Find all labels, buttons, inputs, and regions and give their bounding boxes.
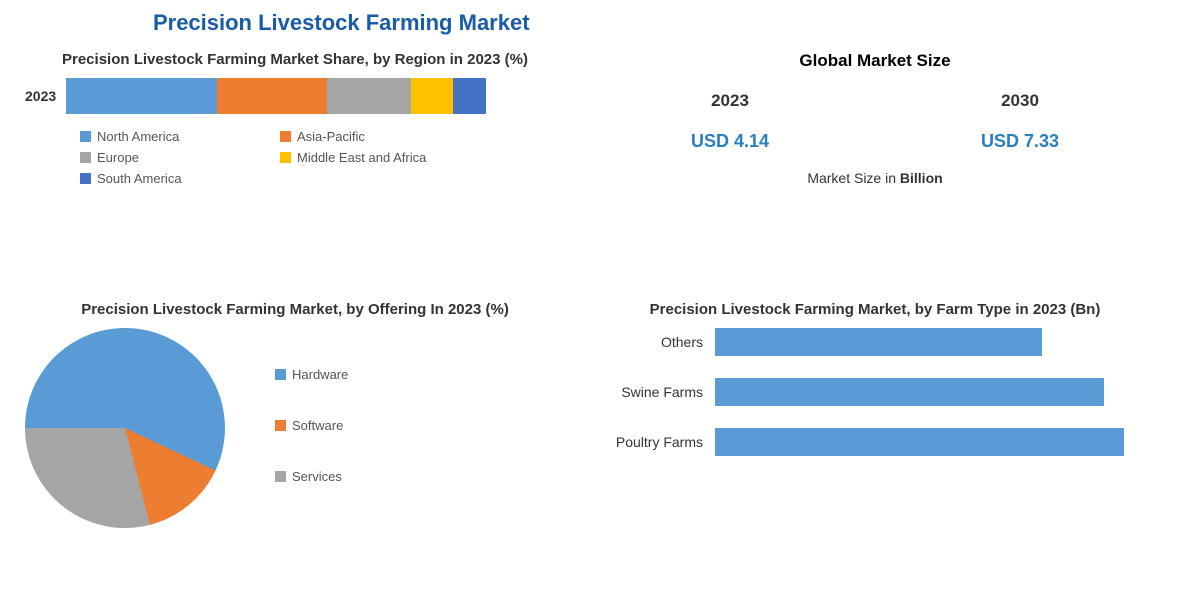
farm-bar-row-0: Others	[595, 328, 1165, 356]
pie-legend: Hardware Software Services	[275, 367, 348, 490]
market-size-years-row: 2023 USD 4.14 2030 USD 7.33	[585, 91, 1165, 152]
market-size-value-1: USD 7.33	[981, 131, 1059, 152]
offering-legend-item-0: Hardware	[275, 367, 348, 382]
farm-bar-row-2: Poultry Farms	[595, 428, 1165, 456]
legend-label: Hardware	[292, 367, 348, 382]
market-size-panel: Global Market Size 2023 USD 4.14 2030 US…	[585, 51, 1165, 281]
offering-chart-title: Precision Livestock Farming Market, by O…	[25, 301, 565, 318]
farm-chart-title: Precision Livestock Farming Market, by F…	[585, 301, 1165, 318]
region-segment-2	[327, 78, 411, 114]
page-title: Precision Livestock Farming Market	[25, 10, 658, 36]
farm-bar	[715, 428, 1124, 456]
farm-bar-label: Others	[595, 334, 715, 350]
region-year-label: 2023	[25, 88, 56, 104]
legend-swatch	[275, 471, 286, 482]
market-size-col-1: 2030 USD 7.33	[981, 91, 1059, 152]
legend-label: South America	[97, 171, 182, 186]
region-legend-item-1: Asia-Pacific	[280, 129, 480, 144]
region-legend: North America Asia-Pacific Europe Middle Ea…	[25, 129, 565, 192]
market-size-col-0: 2023 USD 4.14	[691, 91, 769, 152]
region-segment-3	[411, 78, 453, 114]
legend-label: Services	[292, 469, 342, 484]
market-size-unit: Market Size in Billion	[585, 170, 1165, 186]
legend-swatch	[275, 369, 286, 380]
offering-legend-item-2: Services	[275, 469, 348, 484]
legend-swatch	[280, 152, 291, 163]
farm-bar-label: Poultry Farms	[595, 434, 715, 450]
region-segment-1	[217, 78, 326, 114]
offering-legend-item-1: Software	[275, 418, 348, 433]
farm-bar-label: Swine Farms	[595, 384, 715, 400]
legend-swatch	[80, 152, 91, 163]
region-segment-0	[66, 78, 217, 114]
legend-label: North America	[97, 129, 179, 144]
stacked-bar	[66, 78, 486, 114]
farm-bar	[715, 378, 1104, 406]
legend-label: Middle East and Africa	[297, 150, 426, 165]
market-size-year-0: 2023	[691, 91, 769, 111]
market-size-unit-prefix: Market Size in	[807, 170, 900, 186]
offering-chart: Precision Livestock Farming Market, by O…	[25, 301, 565, 581]
region-legend-item-3: Middle East and Africa	[280, 150, 480, 165]
market-size-unit-bold: Billion	[900, 170, 943, 186]
region-legend-item-4: South America	[80, 171, 280, 186]
market-size-value-0: USD 4.14	[691, 131, 769, 152]
pie-chart	[25, 328, 225, 528]
region-legend-item-2: Europe	[80, 150, 280, 165]
farm-type-chart: Precision Livestock Farming Market, by F…	[585, 301, 1165, 581]
region-segment-4	[453, 78, 487, 114]
farm-bar-rail	[715, 328, 1165, 356]
region-share-chart: Precision Livestock Farming Market Share…	[25, 51, 565, 281]
pie-area: Hardware Software Services	[25, 328, 565, 528]
legend-swatch	[275, 420, 286, 431]
farm-bar	[715, 328, 1042, 356]
legend-label: Asia-Pacific	[297, 129, 365, 144]
chart-grid: Precision Livestock Farming Market Share…	[25, 51, 1175, 581]
legend-label: Software	[292, 418, 343, 433]
farm-bar-row-1: Swine Farms	[595, 378, 1165, 406]
farm-bar-rail	[715, 378, 1165, 406]
region-chart-title: Precision Livestock Farming Market Share…	[25, 51, 565, 68]
hbar-area: Others Swine Farms Poultry Farms	[585, 328, 1165, 456]
legend-swatch	[80, 173, 91, 184]
region-legend-item-0: North America	[80, 129, 280, 144]
market-size-year-1: 2030	[981, 91, 1059, 111]
legend-swatch	[80, 131, 91, 142]
farm-bar-rail	[715, 428, 1165, 456]
market-size-title: Global Market Size	[585, 51, 1165, 71]
stacked-bar-container: 2023	[25, 78, 565, 114]
legend-swatch	[280, 131, 291, 142]
legend-label: Europe	[97, 150, 139, 165]
